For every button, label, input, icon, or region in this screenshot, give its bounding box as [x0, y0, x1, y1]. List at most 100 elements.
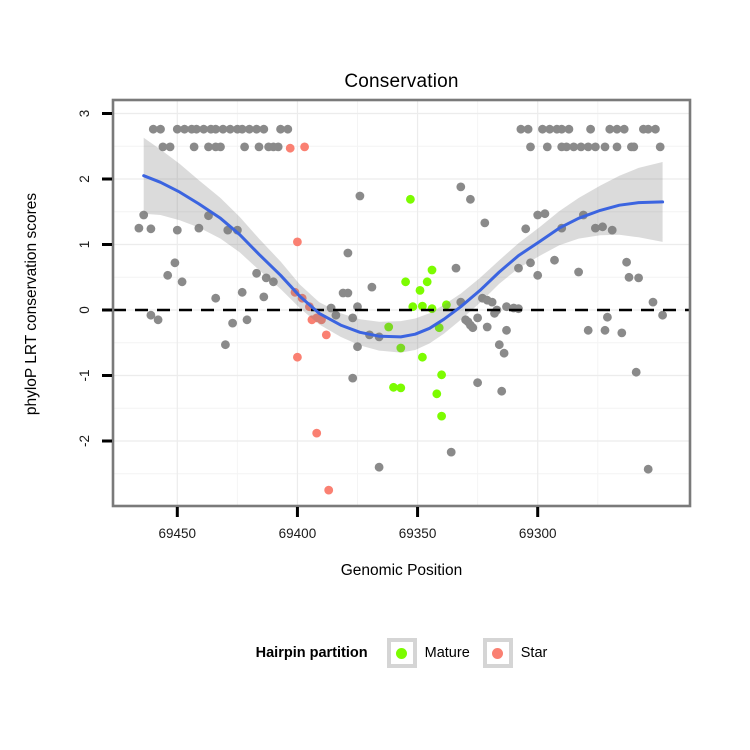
data-point-other: [502, 325, 511, 335]
data-point-other: [353, 342, 362, 352]
data-point-star: [300, 142, 309, 152]
data-point-other: [269, 277, 278, 287]
data-point-other: [156, 124, 165, 134]
x-tick-label: 69400: [279, 526, 317, 541]
data-point-other: [273, 142, 283, 152]
y-tick-label: 3: [77, 110, 92, 118]
data-point-other: [240, 142, 250, 152]
legend-label-mature: Mature: [424, 645, 470, 661]
data-point-mature: [401, 277, 410, 287]
data-point-other: [643, 464, 653, 474]
data-point-other: [139, 210, 149, 220]
x-axis-title: Genomic Position: [340, 562, 463, 579]
data-point-other: [172, 124, 182, 134]
data-point-other: [211, 124, 221, 134]
y-tick-label: -2: [77, 435, 92, 447]
data-point-other: [576, 142, 586, 152]
x-tick-label: 69450: [159, 526, 197, 541]
data-point-other: [237, 287, 247, 297]
data-point-mature: [418, 301, 427, 311]
data-point-other: [586, 124, 595, 134]
data-point-other: [521, 224, 531, 234]
data-point-other: [516, 124, 526, 134]
data-point-other: [276, 124, 285, 134]
data-point-other: [605, 124, 615, 134]
legend: Hairpin partition Mature Star: [113, 638, 690, 668]
legend-key-star: [482, 638, 513, 668]
data-point-other: [134, 223, 144, 233]
data-point-other: [514, 304, 523, 314]
data-point-other: [557, 124, 567, 134]
data-point-mature: [437, 370, 446, 380]
data-point-other: [254, 142, 264, 152]
data-point-other: [245, 124, 254, 134]
legend-title: Hairpin partition: [255, 645, 368, 661]
data-point-other: [600, 142, 610, 152]
data-point-other: [545, 124, 555, 134]
data-point-other: [634, 273, 643, 283]
data-point-other: [348, 313, 358, 323]
y-tick-label: 1: [77, 241, 92, 249]
data-point-other: [374, 462, 384, 472]
data-point-other: [237, 124, 247, 134]
data-point-other: [446, 447, 456, 457]
data-point-other: [451, 263, 461, 273]
data-point-other: [482, 322, 492, 332]
data-point-other: [631, 367, 641, 377]
data-point-star: [312, 428, 322, 438]
data-point-other: [261, 273, 271, 283]
x-tick-label: 69300: [519, 526, 557, 541]
y-tick-label: 0: [77, 306, 92, 314]
data-point-other: [523, 124, 533, 134]
data-point-other: [343, 288, 353, 298]
data-point-other: [252, 268, 261, 278]
data-point-other: [655, 142, 665, 152]
data-point-other: [542, 142, 552, 152]
data-point-other: [583, 142, 593, 152]
data-point-other: [146, 310, 156, 320]
data-point-other: [494, 340, 504, 350]
confidence-band: [143, 137, 663, 353]
data-point-other: [259, 124, 269, 134]
data-point-other: [658, 310, 667, 320]
data-point-other: [607, 225, 617, 235]
data-point-other: [180, 124, 189, 134]
data-point-other: [148, 124, 158, 134]
data-point-other: [225, 124, 235, 134]
plot-canvas: 69450 69400 69350 69300 3 2 1 0 -1 -2: [77, 98, 692, 541]
data-point-other: [158, 142, 168, 152]
data-point-mature: [437, 411, 446, 421]
data-point-mature: [434, 323, 444, 333]
data-point-other: [170, 258, 180, 268]
data-point-other: [591, 142, 600, 152]
data-point-other: [283, 124, 293, 134]
data-point-other: [612, 142, 622, 152]
star-swatch-icon: [492, 647, 504, 659]
data-point-other: [514, 263, 523, 273]
data-point-other: [473, 313, 482, 323]
data-point-other: [624, 272, 634, 282]
data-point-other: [533, 210, 543, 220]
chart-title: Conservation: [344, 71, 459, 92]
data-point-other: [473, 378, 482, 388]
mature-swatch-icon: [396, 647, 408, 659]
data-point-other: [562, 142, 571, 152]
data-point-other: [348, 373, 358, 383]
data-point-other: [177, 277, 187, 287]
data-point-other: [331, 310, 341, 320]
data-point-other: [533, 270, 543, 280]
data-point-other: [343, 248, 353, 258]
data-point-other: [218, 124, 228, 134]
plot-panel: [113, 100, 690, 506]
data-point-other: [540, 209, 550, 219]
data-point-other: [612, 124, 622, 134]
data-point-star: [317, 315, 326, 325]
y-tick-label: -1: [77, 369, 92, 381]
data-point-mature: [432, 389, 442, 399]
data-point-other: [651, 124, 660, 134]
data-point-star: [285, 143, 295, 153]
data-point-mature: [396, 343, 406, 353]
data-point-other: [622, 257, 631, 267]
data-point-other: [194, 223, 204, 233]
